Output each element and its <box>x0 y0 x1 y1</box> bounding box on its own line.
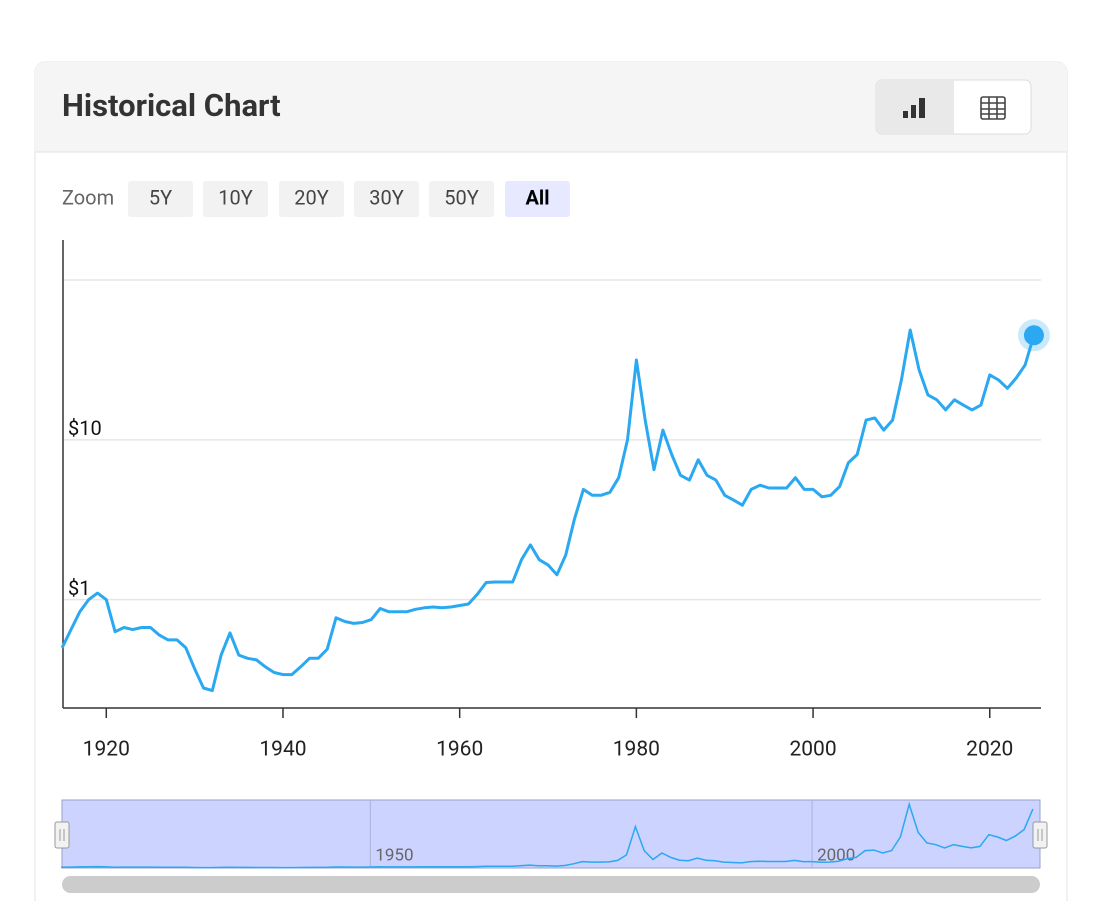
zoom-button[interactable] <box>203 181 268 217</box>
table-view-button[interactable] <box>980 96 1006 120</box>
navigator-mask <box>61 799 1041 869</box>
navigator-tick-label: 1950 <box>375 845 413 865</box>
x-tick-label: 2000 <box>789 738 836 762</box>
x-tick-label: 1960 <box>436 738 483 762</box>
y-tick-label: $10 <box>68 416 102 440</box>
scrollbar[interactable] <box>62 876 1040 893</box>
title: Historical Chart <box>62 87 281 124</box>
handle-grip <box>1037 829 1043 841</box>
zoom-button[interactable] <box>279 181 344 217</box>
navigator-line <box>61 801 1034 869</box>
zoom-button[interactable] <box>128 181 193 217</box>
view-toggle <box>875 79 1032 135</box>
icon-bar <box>919 98 925 118</box>
x-tick-label: 1920 <box>83 738 130 762</box>
icon-table <box>980 96 1006 120</box>
zoom-button-label: 30Y <box>369 185 404 209</box>
zoom-button-label: 10Y <box>218 185 253 209</box>
icon-bar <box>903 111 908 118</box>
zoom-button-label: 5Y <box>149 185 172 209</box>
zoom-button[interactable] <box>354 181 419 217</box>
navigator-handle[interactable] <box>1032 821 1048 849</box>
icon-bar <box>911 105 916 118</box>
zoom-button-label: 20Y <box>294 185 329 209</box>
card-header <box>35 62 1067 152</box>
navigator-handle[interactable] <box>54 821 70 849</box>
handle-grip <box>59 829 65 841</box>
zoom-button[interactable] <box>505 181 570 217</box>
zoom-button-label: All <box>525 185 549 209</box>
zoom-buttons: 5Y 10Y 20Y 30Y 50Y All <box>128 181 570 217</box>
x-tick-label: 1980 <box>613 738 660 762</box>
zoom-label: Zoom <box>62 185 114 209</box>
x-tick-label: 2020 <box>966 738 1013 762</box>
icon-table-lines <box>981 97 1005 119</box>
x-tick-label: 1940 <box>259 738 306 762</box>
price-line <box>60 328 1036 693</box>
navigator-tick-label: 2000 <box>817 845 855 865</box>
zoom-button-label: 50Y <box>444 185 479 209</box>
y-tick-label: $1 <box>68 576 90 600</box>
zoom-button[interactable] <box>429 181 494 217</box>
end-marker <box>1023 325 1044 346</box>
